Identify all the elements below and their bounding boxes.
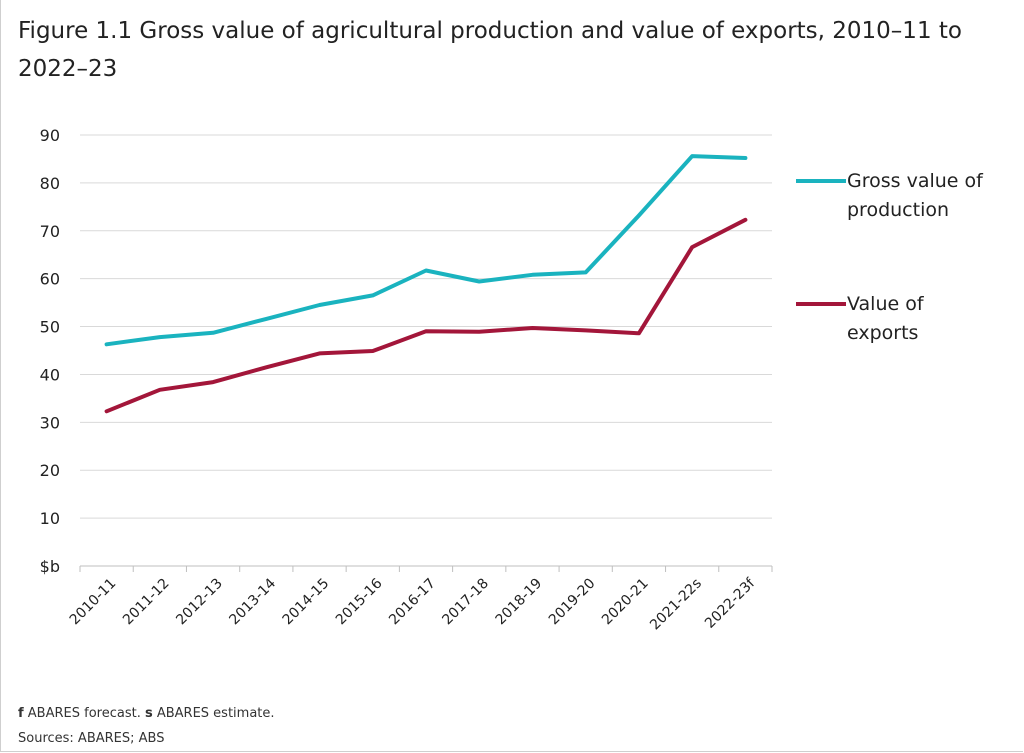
series-line-gross-value: [104, 154, 748, 347]
legend-label: Value of: [847, 293, 925, 315]
x-tick-label: 2017-18: [439, 576, 492, 629]
y-tick-label: 40: [40, 365, 60, 384]
y-tick-label: $b: [40, 557, 60, 576]
y-tick-label: 10: [40, 509, 60, 528]
sources-note: Sources: ABARES; ABS: [18, 731, 165, 746]
legend-label: Gross value of: [847, 170, 984, 192]
legend-label: exports: [847, 322, 918, 344]
y-tick-label: 90: [40, 126, 60, 145]
y-tick-label: 30: [40, 413, 60, 432]
x-tick-label: 2015-16: [333, 575, 386, 628]
x-tick-label: 2021-22s: [647, 576, 705, 634]
x-tick-label: 2013-14: [226, 575, 279, 628]
x-tick-label: 2019-20: [546, 576, 599, 629]
x-tick-label: 2018-19: [493, 576, 546, 629]
estimate-note: ABARES estimate.: [152, 706, 275, 721]
x-tick-label: 2014-15: [280, 576, 333, 629]
y-tick-label: 70: [40, 222, 60, 241]
estimate-marker: s: [144, 706, 153, 721]
y-tick-label: 80: [40, 174, 60, 193]
figure-title: Figure 1.1 Gross value of agricultural p…: [18, 18, 962, 82]
y-tick-label: 50: [40, 318, 60, 337]
y-tick-label: 20: [40, 461, 60, 480]
x-tick-label: 2010-11: [67, 576, 120, 629]
forecast-marker: f: [18, 706, 24, 721]
x-tick-label: 2011-12: [120, 576, 173, 629]
x-tick-label: 2012-13: [173, 576, 226, 629]
x-tick-label: 2022-23f: [702, 575, 759, 632]
legend-label: production: [847, 199, 949, 221]
footnote: f ABARES forecast. s ABARES estimate.: [18, 706, 275, 721]
forecast-note: ABARES forecast.: [23, 706, 145, 721]
x-tick-label: 2016-17: [386, 576, 439, 629]
y-tick-label: 60: [40, 270, 60, 289]
x-tick-label: 2020-21: [599, 576, 652, 629]
series-line-exports: [104, 217, 748, 414]
